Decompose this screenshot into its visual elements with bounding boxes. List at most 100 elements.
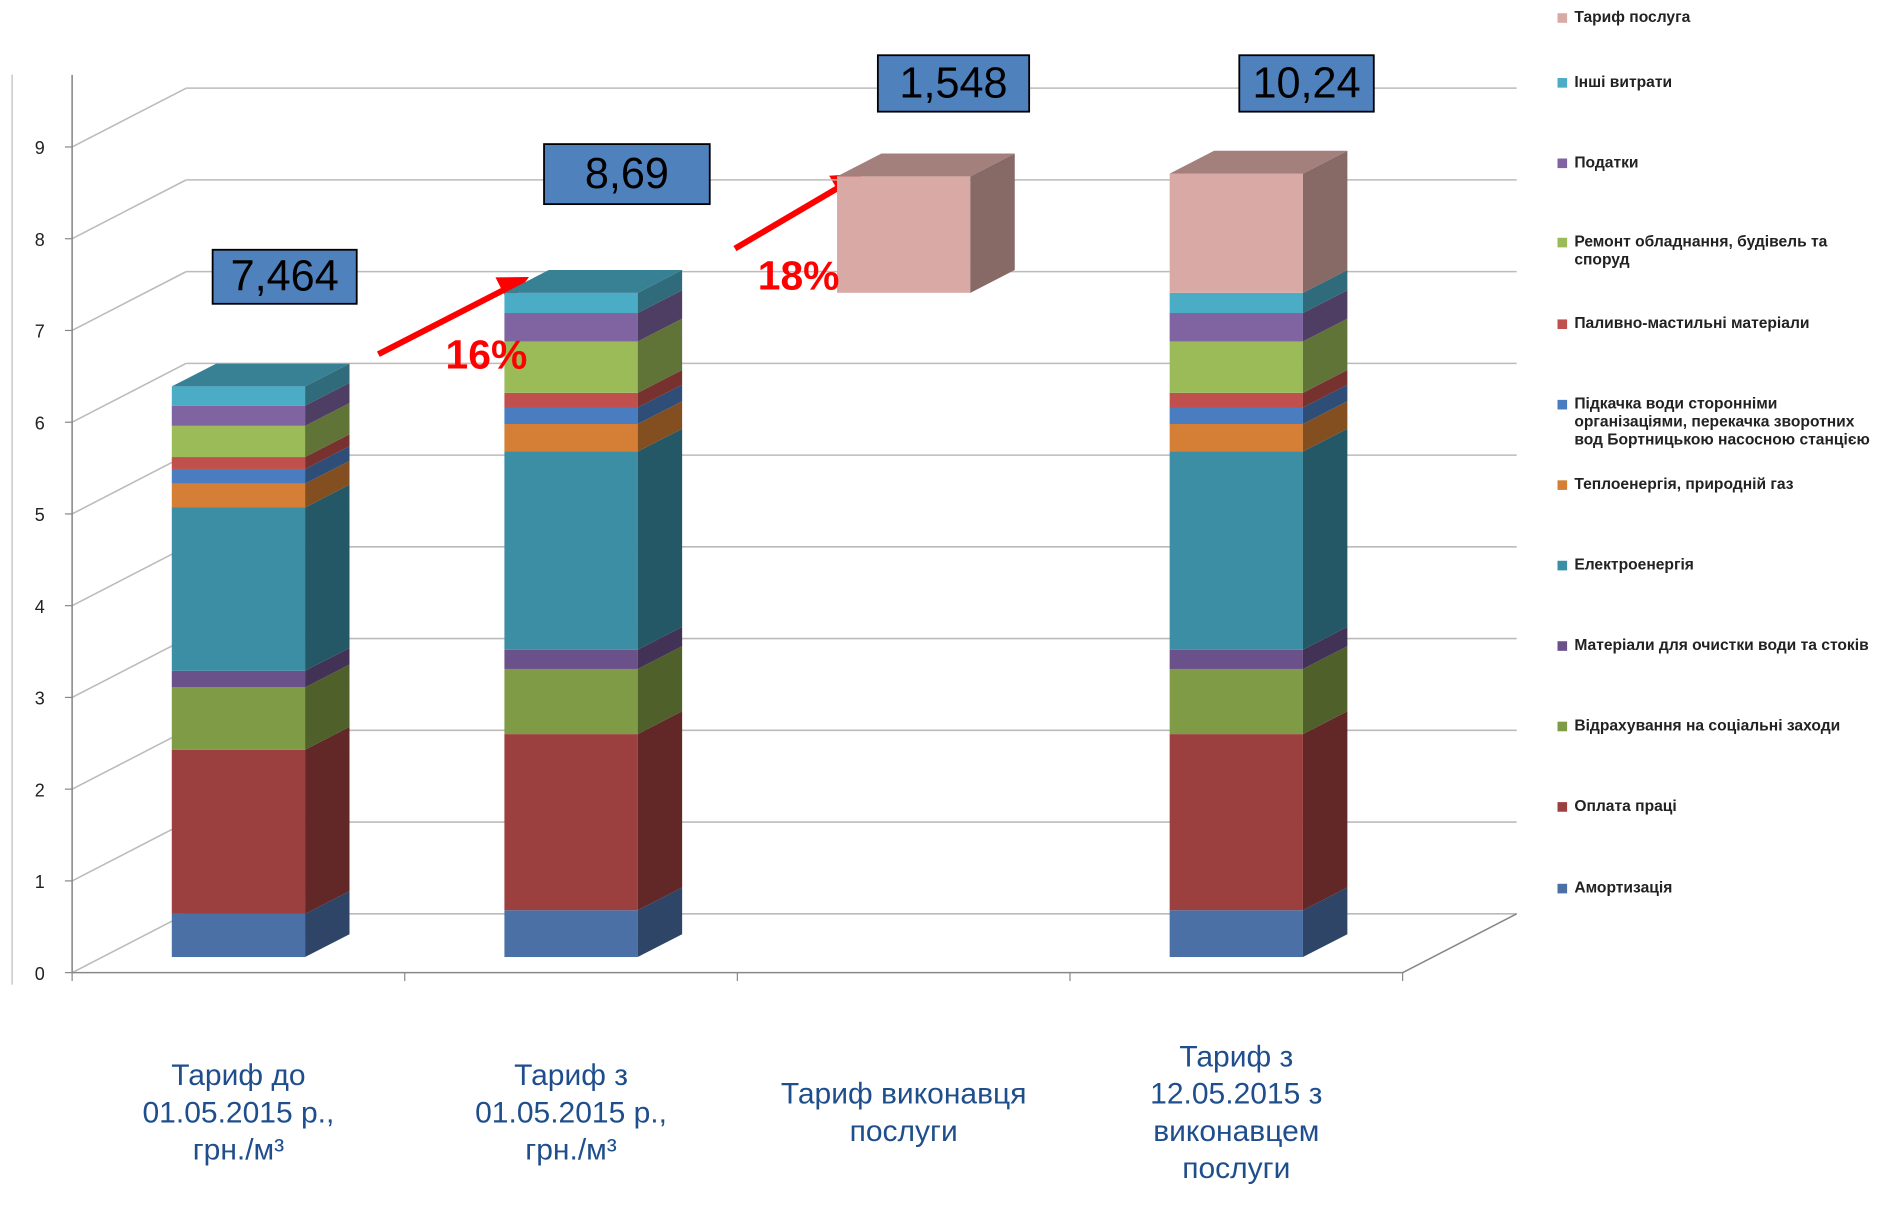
- bar-side: [637, 290, 683, 342]
- bar-side: [305, 403, 350, 458]
- legend-label: Відрахування на соціальні заходи: [1574, 718, 1840, 735]
- bar-front: [171, 749, 306, 914]
- bar-segment: [1169, 428, 1348, 650]
- legend-swatch: [1557, 883, 1568, 894]
- grid-line: [71, 821, 187, 882]
- bar-front: [504, 392, 638, 408]
- y-tick-label: 0: [35, 964, 45, 984]
- legend-label: Ремонт обладнання, будівель та споруд: [1574, 234, 1827, 269]
- legend-swatch: [1557, 641, 1568, 651]
- bar-side: [1302, 150, 1348, 293]
- value-label: 8,69: [585, 150, 669, 198]
- bar-segment: [1169, 290, 1348, 342]
- bar-front: [1169, 341, 1303, 393]
- bar-side: [637, 270, 683, 314]
- y-tick-label: 8: [35, 230, 45, 250]
- bar-segment: [171, 664, 350, 750]
- legend-swatch: [1557, 78, 1568, 88]
- bar-front: [504, 292, 638, 314]
- legend-label: Матеріали для очистки води та стоків: [1574, 637, 1868, 654]
- grid-line: [71, 454, 187, 515]
- bar-front: [504, 341, 638, 393]
- grid-line: [71, 362, 187, 423]
- bar-front: [1169, 734, 1303, 911]
- legend-swatch: [1557, 237, 1568, 248]
- legend-label: Оплата праці: [1574, 798, 1676, 815]
- bar-side: [1302, 384, 1348, 425]
- legend-label: Теплоенергія, природній газ: [1574, 476, 1793, 493]
- bar-segment: [171, 403, 350, 458]
- bar-front: [1169, 407, 1303, 425]
- bar-front: [504, 668, 638, 735]
- bar-side: [1302, 626, 1348, 669]
- legend-label: Амортизація: [1574, 880, 1672, 897]
- bar-segment: [504, 270, 683, 314]
- legend-swatch: [1557, 399, 1568, 410]
- bar-front: [1169, 173, 1303, 293]
- grid-line: [71, 637, 187, 699]
- bar-front: [171, 687, 306, 750]
- legend-swatch: [1557, 158, 1568, 169]
- bar-top: [1169, 150, 1348, 174]
- bar-segment: [171, 363, 350, 406]
- legend-swatch: [1557, 13, 1568, 23]
- bar-front: [171, 425, 306, 458]
- bar-side: [1302, 270, 1348, 314]
- legend-label: Електроенергія: [1574, 557, 1694, 574]
- bar-side: [637, 384, 683, 425]
- grid-line: [71, 87, 187, 148]
- legend-label: Податки: [1574, 154, 1638, 171]
- bar-segment: [1169, 384, 1348, 425]
- legend-swatch: [1557, 802, 1568, 812]
- value-box: [876, 54, 1031, 113]
- bar-side: [637, 401, 683, 452]
- bar-side: [1302, 370, 1348, 408]
- bar-side: [970, 153, 1015, 293]
- bar-segment: [504, 318, 683, 393]
- bar-segment: [171, 446, 350, 484]
- bar-segment: [1169, 626, 1348, 669]
- bar-front: [504, 313, 638, 342]
- x-tick-label: Тариф з 12.05.2015 з виконавцем послуги: [1150, 1040, 1322, 1185]
- legend-swatch: [1557, 560, 1568, 571]
- bar-top: [171, 363, 350, 387]
- y-tick-label: 9: [35, 138, 45, 158]
- x-tick-label: Тариф виконавця послуги: [781, 1078, 1027, 1148]
- bar-front: [1169, 392, 1303, 408]
- y-tick-label: 3: [35, 689, 45, 709]
- bar-side: [305, 382, 350, 426]
- bar-front: [171, 468, 306, 484]
- bar-segment: [504, 646, 683, 735]
- bar-side: [1302, 711, 1348, 911]
- bar-front: [504, 649, 638, 669]
- bar-side: [305, 363, 350, 406]
- percent-label: 18%: [758, 252, 840, 298]
- y-tick-label: 2: [35, 780, 45, 800]
- bar-segment: [504, 401, 683, 452]
- bar-side: [637, 428, 683, 650]
- bar-front: [171, 913, 306, 958]
- bar-segment: [504, 626, 683, 669]
- bar-side: [305, 647, 350, 688]
- bar-side: [1302, 290, 1348, 342]
- legend-label: Підкачка води сторонніми організаціями, п…: [1574, 396, 1869, 449]
- value-label: 1,548: [899, 59, 1007, 107]
- y-tick-label: 1: [35, 872, 45, 892]
- bar-front: [504, 424, 638, 452]
- bar-side: [305, 434, 350, 469]
- bar-segment: [1169, 401, 1348, 452]
- bar-front: [1169, 313, 1303, 342]
- bar-segment: [504, 887, 683, 958]
- grid-line: [71, 179, 187, 240]
- value-box: [211, 248, 358, 305]
- bar-side: [305, 484, 350, 671]
- bar-side: [1302, 887, 1348, 958]
- value-box: [1238, 54, 1375, 113]
- value-label: 7,464: [231, 253, 339, 301]
- bar-segment: [504, 711, 683, 911]
- bar-front: [504, 910, 638, 958]
- bar-side: [305, 446, 350, 484]
- value-label: 10,24: [1252, 59, 1360, 107]
- bar-front: [837, 176, 971, 293]
